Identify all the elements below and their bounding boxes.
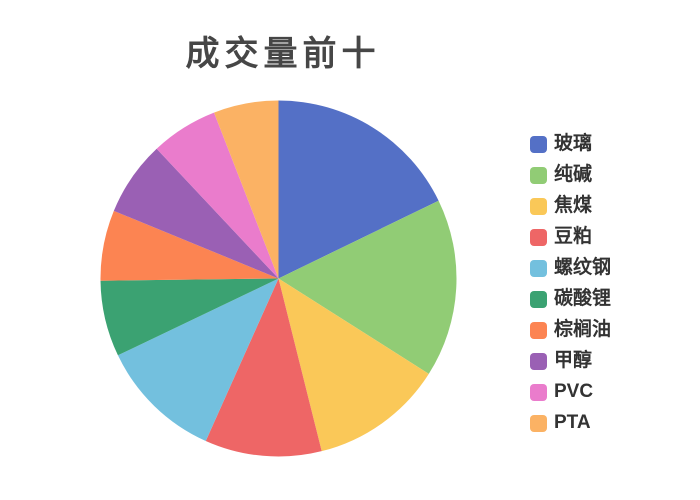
legend-label: 豆粕 <box>554 226 593 247</box>
legend-item-4[interactable]: 螺纹钢 <box>530 257 611 279</box>
legend-swatch-icon <box>530 197 547 215</box>
legend-label: 纯碱 <box>554 164 593 185</box>
pie-slice-8[interactable] <box>156 112 279 279</box>
legend-label: 焦煤 <box>554 195 593 216</box>
legend-swatch-icon <box>530 321 547 339</box>
legend-label: 玻璃 <box>554 133 593 154</box>
legend-label: PVC <box>554 381 594 402</box>
pie-slice-9[interactable] <box>214 100 279 279</box>
legend-item-6[interactable]: 棕榈油 <box>530 319 611 341</box>
legend-item-0[interactable]: 玻璃 <box>530 133 611 155</box>
legend-item-7[interactable]: 甲醇 <box>530 350 611 372</box>
legend-swatch-icon <box>530 228 547 246</box>
legend-swatch-icon <box>530 414 547 432</box>
legend-swatch-icon <box>530 259 547 277</box>
pie-slice-4[interactable] <box>117 278 279 441</box>
legend-swatch-icon <box>530 383 547 401</box>
legend-item-1[interactable]: 纯碱 <box>530 164 611 186</box>
pie-slice-3[interactable] <box>205 278 322 457</box>
chart-title: 成交量前十 <box>185 35 381 73</box>
pie-slice-0[interactable] <box>278 100 439 279</box>
legend-label: 棕榈油 <box>554 319 612 340</box>
pie-slice-2[interactable] <box>278 278 429 452</box>
legend-item-5[interactable]: 碳酸锂 <box>530 288 611 310</box>
legend-swatch-icon <box>530 135 547 153</box>
legend-label: 螺纹钢 <box>554 257 612 278</box>
legend-item-8[interactable]: PVC <box>530 381 611 403</box>
legend-item-9[interactable]: PTA <box>530 412 611 434</box>
legend-item-2[interactable]: 焦煤 <box>530 195 611 217</box>
legend: 玻璃纯碱焦煤豆粕螺纹钢碳酸锂棕榈油甲醇 PVC PTA <box>530 133 611 434</box>
pie-slice-7[interactable] <box>113 148 279 279</box>
legend-swatch-icon <box>530 352 547 370</box>
pie-slice-5[interactable] <box>100 278 279 356</box>
legend-swatch-icon <box>530 166 547 184</box>
legend-swatch-icon <box>530 290 547 308</box>
legend-label: 碳酸锂 <box>554 288 612 309</box>
pie-slice-6[interactable] <box>100 210 279 281</box>
pie-slice-1[interactable] <box>278 200 457 374</box>
legend-label: PTA <box>554 412 591 433</box>
legend-item-3[interactable]: 豆粕 <box>530 226 611 248</box>
legend-label: 甲醇 <box>554 350 593 371</box>
pie-chart <box>100 100 457 457</box>
